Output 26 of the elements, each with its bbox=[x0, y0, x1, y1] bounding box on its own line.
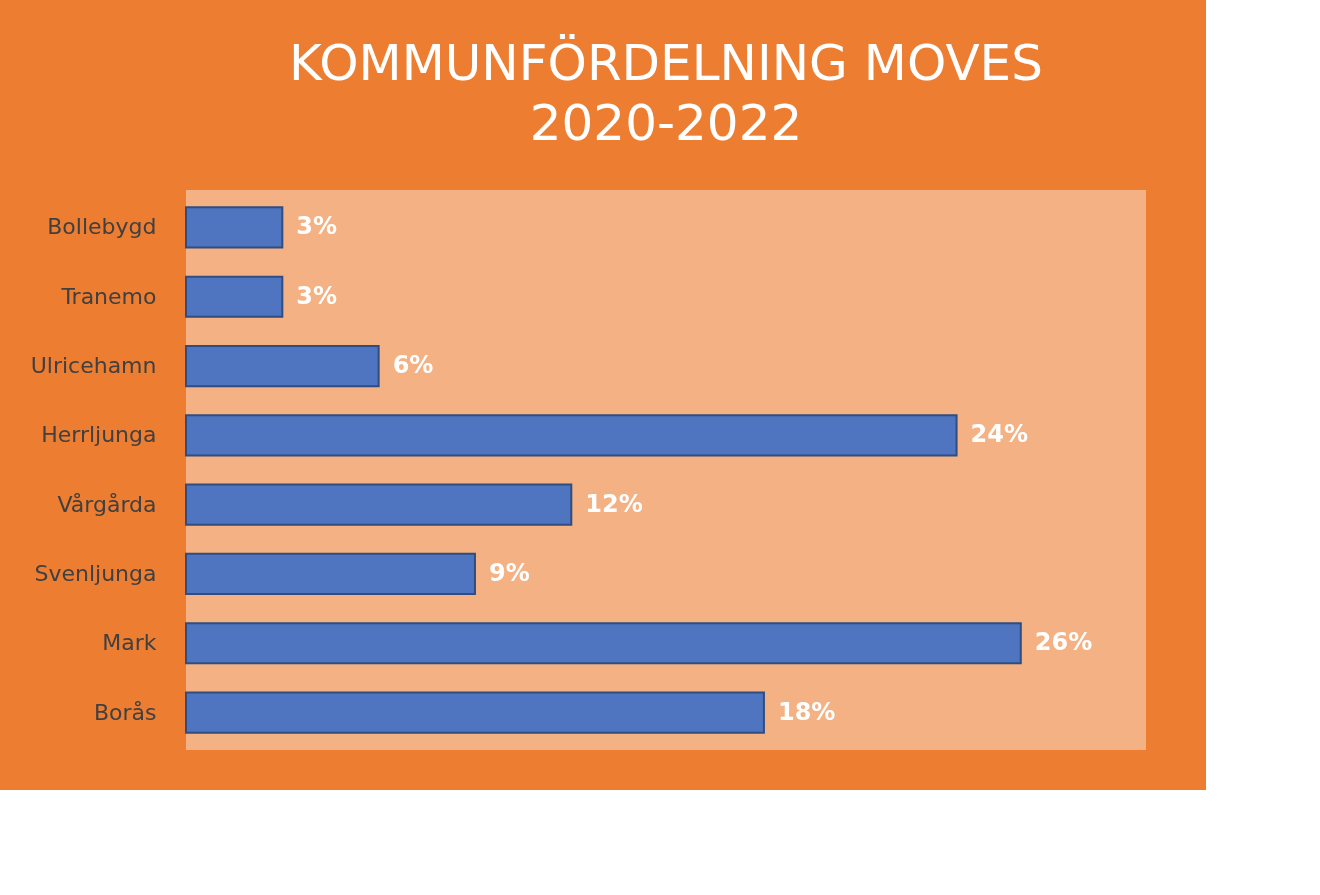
chart-title: KOMMUNFÖRDELNING MOVES bbox=[289, 34, 1043, 92]
bar bbox=[185, 483, 573, 526]
bar bbox=[185, 344, 380, 388]
chart-subtitle: 2020-2022 bbox=[529, 94, 803, 152]
bar bbox=[185, 414, 958, 457]
data-label: 12% bbox=[585, 489, 643, 518]
y-tick-label: Ulricehamn bbox=[30, 353, 157, 379]
bar bbox=[185, 206, 284, 249]
y-tick-label: Bollebygd bbox=[47, 214, 157, 240]
data-label: 18% bbox=[777, 697, 836, 726]
y-tick-label: Herrljunga bbox=[41, 422, 157, 448]
data-label: 24% bbox=[970, 420, 1029, 449]
bar bbox=[185, 622, 1022, 665]
y-tick-label: Mark bbox=[102, 630, 157, 656]
data-label: 3% bbox=[296, 281, 338, 310]
data-label: 6% bbox=[392, 351, 434, 380]
data-label: 26% bbox=[1034, 628, 1093, 657]
data-label: 9% bbox=[488, 558, 530, 587]
y-tick-label: Tranemo bbox=[60, 283, 157, 309]
data-label: 3% bbox=[296, 212, 338, 241]
bar bbox=[185, 691, 765, 734]
y-tick-label: Vårgårda bbox=[57, 491, 157, 517]
y-tick-label: Svenljunga bbox=[34, 560, 157, 586]
bar bbox=[185, 275, 284, 318]
bar bbox=[185, 552, 476, 596]
y-tick-label: Borås bbox=[93, 699, 157, 725]
